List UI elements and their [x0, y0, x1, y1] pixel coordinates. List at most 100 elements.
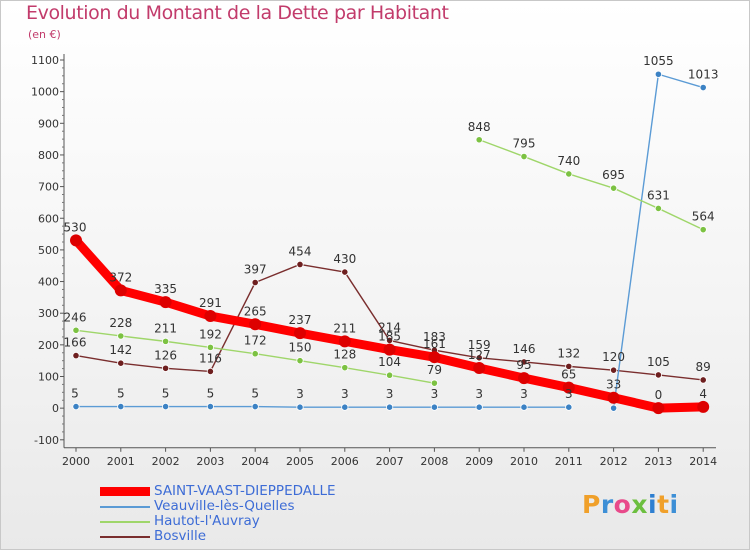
legend-swatch	[100, 487, 150, 496]
x-tick-label: 2002	[152, 455, 180, 468]
y-tick-label: 700	[38, 181, 59, 194]
data-point	[117, 402, 125, 411]
data-point	[428, 351, 441, 364]
data-label: 397	[244, 262, 267, 276]
data-label: 0	[655, 388, 663, 402]
y-tick-label: 0	[52, 402, 59, 415]
data-label: 95	[516, 358, 531, 372]
data-point	[251, 350, 259, 358]
data-label: 265	[244, 304, 267, 318]
y-tick-label: 900	[38, 117, 59, 130]
legend-label: Veauville-lès-Quelles	[154, 498, 295, 514]
data-label: 211	[333, 321, 356, 335]
data-point	[383, 343, 396, 356]
logo-letter: r	[600, 490, 614, 519]
y-tick-label: 1000	[31, 86, 59, 99]
data-point	[697, 400, 710, 413]
data-label: 3	[565, 387, 573, 401]
legend-swatch	[100, 521, 150, 523]
chart-title: Evolution du Montant de la Dette par Hab…	[26, 2, 449, 24]
data-label: 430	[333, 252, 356, 266]
logo-letter: i	[669, 490, 679, 519]
x-tick-label: 2011	[555, 455, 583, 468]
data-point	[565, 403, 573, 411]
y-tick-label: 800	[38, 149, 59, 162]
data-label: 33	[606, 378, 621, 392]
legend-label: Bosville	[154, 528, 207, 544]
x-tick-label: 2012	[600, 455, 628, 468]
x-tick-label: 2007	[376, 455, 404, 468]
data-label: 172	[244, 334, 267, 348]
data-label: 89	[696, 360, 711, 374]
y-tick-label: -100	[34, 434, 59, 447]
data-point	[206, 402, 214, 411]
data-point	[520, 358, 528, 366]
data-point	[204, 310, 217, 323]
data-label: 214	[378, 320, 401, 334]
data-point	[699, 83, 707, 92]
data-point	[473, 361, 486, 374]
legend-label: Hautot-l'Auvray	[154, 513, 260, 529]
data-point	[162, 337, 170, 345]
data-point	[117, 359, 125, 367]
data-point	[341, 403, 349, 411]
data-point	[72, 326, 80, 334]
data-point	[385, 371, 394, 379]
data-label: 530	[64, 220, 87, 234]
x-tick-label: 2003	[196, 455, 224, 468]
data-point	[699, 226, 707, 234]
data-label: 192	[199, 327, 222, 341]
data-label: 105	[647, 355, 670, 369]
y-tick-label: 200	[38, 339, 59, 352]
data-label: 159	[468, 338, 491, 352]
data-label: 120	[602, 350, 625, 364]
data-label: 185	[378, 330, 401, 344]
x-tick-label: 2004	[241, 455, 269, 468]
data-point	[251, 402, 259, 411]
data-point	[652, 402, 665, 415]
x-tick-label: 2000	[62, 455, 90, 468]
data-label: 228	[109, 316, 132, 330]
logo-letter: x	[631, 490, 648, 519]
data-label: 183	[423, 330, 446, 344]
data-point	[565, 362, 573, 370]
proxiti-logo: Proxiti	[582, 490, 679, 519]
data-point	[520, 403, 528, 411]
y-tick-label: 600	[38, 212, 59, 225]
y-tick-label: 300	[38, 307, 59, 320]
data-label: 128	[333, 348, 356, 362]
data-point	[294, 327, 306, 340]
data-label: 848	[468, 120, 491, 134]
data-label: 740	[557, 154, 580, 168]
data-point	[607, 391, 620, 404]
data-point	[72, 352, 80, 360]
y-tick-label: 400	[38, 276, 59, 289]
legend-swatch	[100, 536, 150, 538]
data-point	[609, 366, 618, 374]
x-tick-label: 2005	[286, 455, 314, 468]
data-label: 695	[602, 168, 625, 182]
data-point	[117, 332, 125, 340]
data-point	[341, 268, 349, 276]
data-point	[114, 284, 127, 297]
data-point	[251, 278, 259, 287]
data-point	[385, 403, 394, 411]
data-point	[296, 403, 304, 411]
data-point	[162, 402, 170, 411]
data-label: 116	[199, 351, 222, 365]
data-label: 3	[475, 387, 483, 401]
data-label: 127	[468, 348, 491, 362]
data-point	[654, 371, 663, 379]
data-point	[475, 354, 483, 362]
data-label: 1055	[643, 54, 674, 68]
data-label: 795	[513, 137, 536, 151]
data-point	[520, 152, 528, 161]
data-point	[206, 367, 214, 376]
data-point	[249, 318, 262, 331]
logo-letter: o	[613, 490, 632, 519]
series-line	[75, 405, 570, 408]
data-label: 150	[289, 341, 312, 355]
x-tick-label: 2001	[107, 455, 135, 468]
data-point	[338, 335, 351, 348]
